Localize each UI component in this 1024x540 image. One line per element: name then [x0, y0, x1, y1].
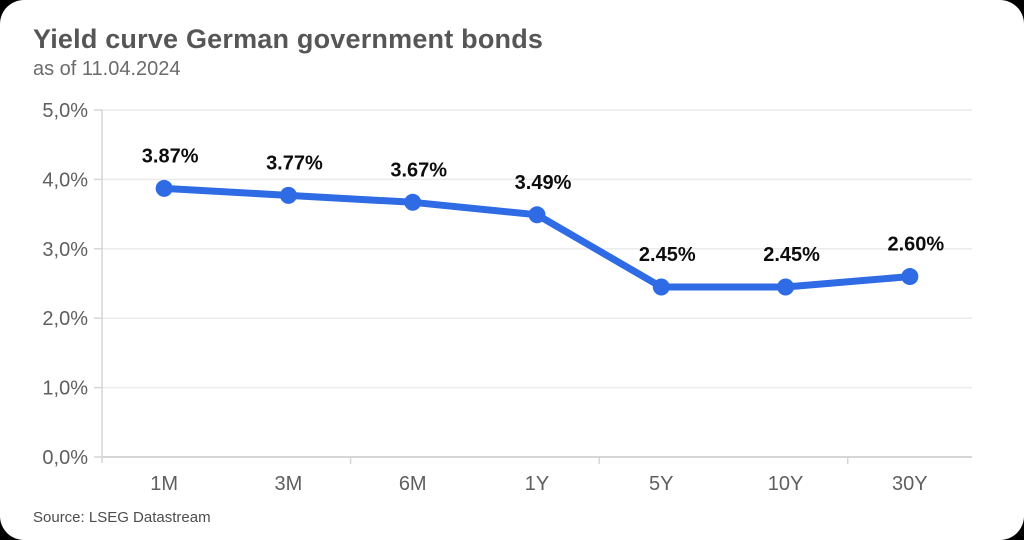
chart-subtitle: as of 11.04.2024	[33, 58, 181, 80]
y-axis-tick-label: 0,0%	[42, 447, 88, 469]
x-axis-tick-label: 5Y	[649, 473, 673, 495]
x-axis-tick-label: 3M	[275, 473, 303, 495]
x-axis-tick-label: 10Y	[768, 473, 804, 495]
data-point	[901, 268, 919, 286]
data-point-label: 3.77%	[266, 152, 323, 174]
data-point	[279, 186, 297, 204]
data-point-label: 2.60%	[887, 234, 944, 256]
x-axis-tick-label: 1M	[150, 473, 178, 495]
y-axis-tick-label: 1,0%	[42, 378, 88, 400]
data-point	[777, 278, 795, 296]
y-axis-tick-label: 3,0%	[42, 239, 88, 261]
data-point-label: 3.87%	[142, 145, 199, 167]
data-point	[404, 193, 422, 211]
yield-curve-line	[160, 184, 914, 291]
y-axis-tick-label: 4,0%	[42, 169, 88, 191]
data-point	[528, 206, 546, 224]
x-axis-tick-label: 1Y	[525, 473, 549, 495]
y-axis-tick-label: 5,0%	[42, 100, 88, 122]
data-point-label: 3.49%	[515, 172, 572, 194]
data-point-label: 2.45%	[639, 244, 696, 266]
chart-source: Source: LSEG Datastream	[33, 509, 211, 526]
x-axis-tick-label: 6M	[399, 473, 427, 495]
chart-title: Yield curve German government bonds	[33, 24, 544, 54]
data-point-label: 2.45%	[763, 244, 820, 266]
data-point	[652, 278, 670, 296]
data-point-label: 3.67%	[390, 159, 447, 181]
y-axis-tick-label: 2,0%	[42, 308, 88, 330]
x-axis-tick-label: 30Y	[892, 473, 928, 495]
data-point	[155, 179, 173, 197]
